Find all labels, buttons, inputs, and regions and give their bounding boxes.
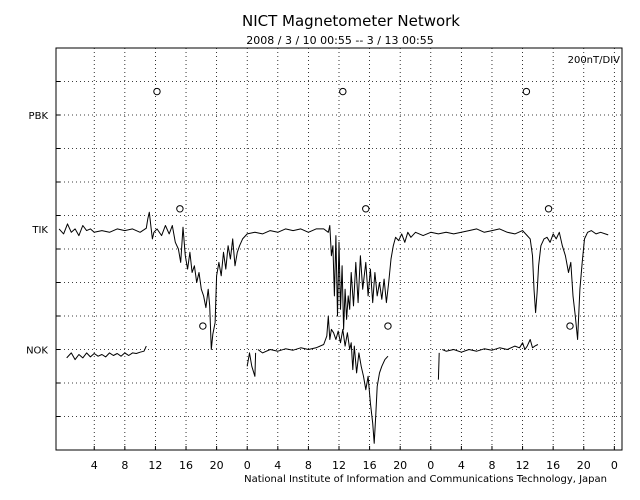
x-tick-label: 20 xyxy=(577,459,591,472)
x-tick-label: 8 xyxy=(121,459,128,472)
station-label-pbk: PBK xyxy=(29,111,49,122)
x-tick-label: 16 xyxy=(546,459,560,472)
x-tick-label: 0 xyxy=(244,459,251,472)
x-tick-label: 4 xyxy=(458,459,465,472)
x-tick-label: 12 xyxy=(148,459,162,472)
trace-nok xyxy=(66,345,147,361)
station-label-tik: TIK xyxy=(31,225,48,236)
chart-title: NICT Magnetometer Network xyxy=(242,12,460,30)
trace-nok xyxy=(257,315,389,444)
x-tick-labels: 4 8 12 16 20 0 4 8 12 16 20 0 4 8 12 16 20 0 xyxy=(91,459,618,472)
x-tick-label: 8 xyxy=(305,459,312,472)
scale-label: 200nT/DIV xyxy=(568,55,621,66)
x-tick-label: 4 xyxy=(91,459,98,472)
chart-subtitle: 2008 / 3 / 10 00:55 -- 3 / 13 00:55 xyxy=(246,34,433,47)
x-tick-label: 8 xyxy=(488,459,495,472)
midnight-marker-tik xyxy=(362,205,370,213)
trace-tik xyxy=(58,211,609,350)
midnight-marker-pbk xyxy=(522,87,531,96)
x-tick-label: 20 xyxy=(210,459,224,472)
midnight-marker-pbk xyxy=(339,87,347,96)
station-label-nok: NOK xyxy=(26,346,48,357)
trace-nok xyxy=(246,352,257,377)
series-traces xyxy=(58,211,609,444)
x-tick-label: 0 xyxy=(611,459,618,472)
midnight-marker-nok xyxy=(566,322,574,330)
trace-nok xyxy=(442,339,539,353)
midnight-marker-nok xyxy=(199,322,207,330)
x-tick-label: 4 xyxy=(274,459,281,472)
midnight-markers xyxy=(153,87,574,330)
x-tick-label: 12 xyxy=(332,459,346,472)
x-tick-label: 12 xyxy=(516,459,530,472)
x-tick-label: 20 xyxy=(393,459,407,472)
midnight-marker-tik xyxy=(544,205,553,213)
midnight-marker-pbk xyxy=(153,87,161,96)
footer-credit: National Institute of Information and Co… xyxy=(244,474,607,485)
trace-nok xyxy=(437,352,440,380)
x-tick-label: 16 xyxy=(179,459,193,472)
midnight-marker-tik xyxy=(176,205,184,213)
x-tick-label: 0 xyxy=(427,459,434,472)
station-labels: PBK TIK NOK xyxy=(26,111,48,357)
midnight-marker-nok xyxy=(384,322,392,330)
x-tick-label: 16 xyxy=(363,459,377,472)
